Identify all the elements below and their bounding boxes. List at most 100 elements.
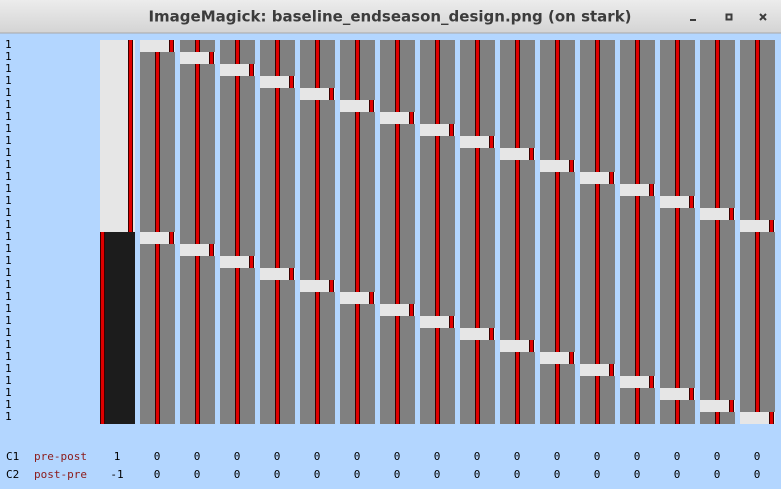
contrast-value: 0 xyxy=(674,450,681,463)
maximize-icon[interactable] xyxy=(725,13,733,21)
cell-dark xyxy=(100,232,135,424)
contrast-value: 0 xyxy=(314,468,321,481)
row-label: 1 xyxy=(5,86,12,99)
cell-light xyxy=(740,220,775,232)
row-label: 1 xyxy=(5,206,12,219)
cell-light xyxy=(140,232,175,244)
contrast-value: 0 xyxy=(754,450,761,463)
contrast-value: 0 xyxy=(754,468,761,481)
stripe xyxy=(450,124,453,136)
stripe xyxy=(556,40,559,424)
row-label: 1 xyxy=(5,410,12,423)
cell-light xyxy=(620,184,655,196)
row-label: 1 xyxy=(5,350,12,363)
stripe xyxy=(476,40,479,424)
contrast-value: 0 xyxy=(234,468,241,481)
cell-light xyxy=(700,208,735,220)
cell-light xyxy=(340,100,375,112)
contrast-value: 1 xyxy=(114,450,121,463)
cell-light xyxy=(540,160,575,172)
cell-light xyxy=(140,40,175,52)
stripe xyxy=(316,40,319,424)
stripe xyxy=(610,364,613,376)
row-label: 1 xyxy=(5,326,12,339)
stripe xyxy=(370,292,373,304)
row-label: 1 xyxy=(5,194,12,207)
close-icon[interactable] xyxy=(759,13,767,21)
row-label: 1 xyxy=(5,386,12,399)
contrast-value: 0 xyxy=(634,450,641,463)
row-label: 1 xyxy=(5,122,12,135)
stripe xyxy=(370,100,373,112)
row-label: 1 xyxy=(5,182,12,195)
design-matrix xyxy=(100,40,775,424)
contrast-value: 0 xyxy=(674,468,681,481)
contrast-value: 0 xyxy=(194,468,201,481)
row-label: 1 xyxy=(5,338,12,351)
contrast-value: 0 xyxy=(554,468,561,481)
cell-light xyxy=(580,172,615,184)
contrast-name: pre-post xyxy=(34,450,87,463)
contrast-value: 0 xyxy=(394,468,401,481)
stripe xyxy=(129,40,132,232)
stripe xyxy=(196,40,199,424)
maximize-button[interactable] xyxy=(725,13,733,21)
close-button[interactable] xyxy=(759,13,767,21)
contrast-value: 0 xyxy=(514,450,521,463)
cell-light xyxy=(180,52,215,64)
cell-light xyxy=(420,316,455,328)
contrast-value: 0 xyxy=(714,468,721,481)
cell-light xyxy=(340,292,375,304)
cell-light xyxy=(620,376,655,388)
stripe xyxy=(276,40,279,424)
row-label: 1 xyxy=(5,362,12,375)
row-label: 1 xyxy=(5,158,12,171)
contrast-id: C1 xyxy=(6,450,19,463)
stripe xyxy=(716,40,719,424)
row-label: 1 xyxy=(5,98,12,111)
cell-light xyxy=(540,352,575,364)
cell-light xyxy=(660,196,695,208)
window-title: ImageMagick: baseline_endseason_design.p… xyxy=(148,8,631,26)
row-label: 1 xyxy=(5,254,12,267)
stripe xyxy=(690,196,693,208)
row-label: 1 xyxy=(5,398,12,411)
stripe xyxy=(290,268,293,280)
row-label: 1 xyxy=(5,62,12,75)
row-label: 1 xyxy=(5,110,12,123)
contrast-value: 0 xyxy=(194,450,201,463)
cell-light xyxy=(180,244,215,256)
minimize-button[interactable] xyxy=(690,19,696,21)
contrast-value: 0 xyxy=(594,468,601,481)
cell-light xyxy=(260,76,295,88)
stripe xyxy=(650,184,653,196)
cell-light xyxy=(460,136,495,148)
stripe xyxy=(636,40,639,424)
contrast-value: 0 xyxy=(274,468,281,481)
cell-light xyxy=(500,148,535,160)
row-label: 1 xyxy=(5,218,12,231)
contrast-value: 0 xyxy=(394,450,401,463)
cell-light xyxy=(380,112,415,124)
contrast-value: 0 xyxy=(434,468,441,481)
row-label: 1 xyxy=(5,38,12,51)
stripe xyxy=(676,40,679,424)
stripe xyxy=(610,172,613,184)
stripe xyxy=(330,280,333,292)
contrast-value: 0 xyxy=(154,468,161,481)
row-label: 1 xyxy=(5,314,12,327)
stripe xyxy=(530,148,533,160)
stripe xyxy=(250,256,253,268)
cell-light xyxy=(220,256,255,268)
minimize-icon[interactable] xyxy=(690,19,696,21)
cell-light xyxy=(260,268,295,280)
stripe xyxy=(596,40,599,424)
cell-light xyxy=(660,388,695,400)
contrast-value: 0 xyxy=(434,450,441,463)
stripe xyxy=(396,40,399,424)
cell-light xyxy=(700,400,735,412)
contrast-value: 0 xyxy=(274,450,281,463)
contrast-id: C2 xyxy=(6,468,19,481)
